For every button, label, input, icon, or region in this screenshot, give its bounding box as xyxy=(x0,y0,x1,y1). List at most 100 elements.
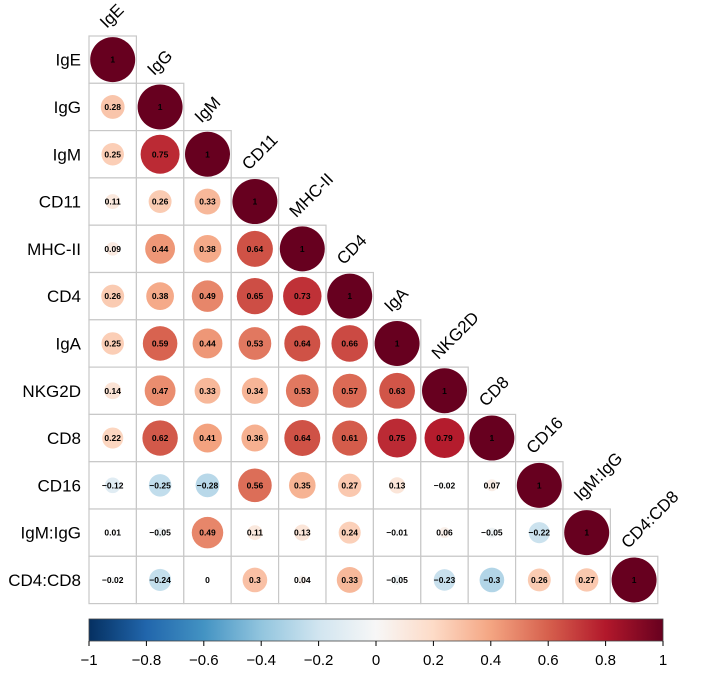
correlation-circle xyxy=(191,280,224,312)
correlation-value: 0.64 xyxy=(247,244,264,254)
colorbar-tick-label: 0.4 xyxy=(480,652,501,669)
correlation-circle xyxy=(438,527,451,539)
matrix-cell xyxy=(88,319,138,368)
correlation-value: 0.11 xyxy=(105,197,121,207)
correlation-circle xyxy=(422,368,467,414)
colorbar-tick-label: −0.2 xyxy=(304,652,334,669)
correlation-circle xyxy=(338,521,361,544)
correlation-value: 0.73 xyxy=(294,291,311,301)
correlation-value: 0.79 xyxy=(436,433,453,443)
correlation-value: −0.05 xyxy=(386,575,408,585)
column-label: IgM xyxy=(191,93,224,126)
correlation-value: 0.27 xyxy=(341,480,358,490)
column-label: IgA xyxy=(380,284,412,316)
correlation-value: 1 xyxy=(300,244,305,254)
correlation-circle xyxy=(236,230,273,267)
column-label: IgG xyxy=(143,46,176,79)
column-label: IgM:IgG xyxy=(570,449,626,505)
correlation-circle xyxy=(338,473,362,498)
correlation-circle xyxy=(284,325,321,362)
correlation-value: −0.23 xyxy=(434,575,456,585)
correlation-value: −0.22 xyxy=(529,528,551,538)
correlation-circle xyxy=(433,569,456,591)
correlation-value: 0.47 xyxy=(152,386,169,396)
correlation-circle xyxy=(140,134,180,174)
correlation-circle xyxy=(485,479,498,492)
column-label: CD4 xyxy=(333,231,370,268)
correlation-circle xyxy=(294,524,311,541)
correlation-circle xyxy=(479,567,505,593)
correlation-value: −0.01 xyxy=(386,528,408,538)
correlation-value: 0.49 xyxy=(199,528,216,538)
correlation-value: −0.05 xyxy=(481,528,503,538)
correlation-value: 0.22 xyxy=(104,433,121,443)
correlation-circle xyxy=(285,374,319,408)
correlation-circle xyxy=(144,375,176,407)
correlation-value: 0.62 xyxy=(152,433,169,443)
correlation-circle xyxy=(104,477,121,494)
correlation-circle xyxy=(100,95,125,119)
correlation-circle xyxy=(104,382,122,400)
correlation-circle xyxy=(388,477,406,494)
row-label: CD16 xyxy=(38,476,81,495)
correlation-value: 0.38 xyxy=(152,291,169,301)
correlation-value: 0.07 xyxy=(484,480,501,490)
colorbar-tick-label: 0.6 xyxy=(538,652,559,669)
column-label: IgE xyxy=(96,0,127,31)
correlation-value: 0.41 xyxy=(199,433,216,443)
correlation-value: 0.35 xyxy=(294,480,311,490)
correlation-circle xyxy=(148,190,172,214)
correlation-value: 0.04 xyxy=(294,575,311,585)
correlation-value: 0.34 xyxy=(247,386,264,396)
correlation-circle xyxy=(279,226,325,272)
correlation-value: 1 xyxy=(253,197,258,207)
colorbar-tick-label: 0.8 xyxy=(595,652,616,669)
row-label: CD8 xyxy=(47,429,81,448)
correlation-value: 0.75 xyxy=(389,433,406,443)
row-labels: IgE IgG IgM CD11 MHC-II CD4 IgA NKG2D CD8 CD16 IgM… xyxy=(8,51,81,590)
correlation-circle xyxy=(241,424,269,452)
correlation-circle xyxy=(247,525,263,541)
correlation-value: 0.63 xyxy=(389,386,406,396)
correlation-value: 1 xyxy=(584,528,589,538)
correlation-value: 1 xyxy=(347,291,352,301)
correlation-circle xyxy=(238,327,272,360)
correlation-circle xyxy=(110,530,115,535)
correlation-value: 0.25 xyxy=(104,149,121,159)
correlation-value: 0 xyxy=(205,575,210,585)
correlation-value: 1 xyxy=(490,433,495,443)
correlation-circle xyxy=(194,377,221,404)
correlation-circle xyxy=(575,568,599,592)
correlation-value: 0.66 xyxy=(341,338,358,348)
correlation-value: 1 xyxy=(158,102,163,112)
correlation-circle xyxy=(192,328,223,359)
correlation-circle xyxy=(238,468,272,503)
row-label: IgE xyxy=(55,51,81,70)
correlation-value: 0.64 xyxy=(294,338,311,348)
correlation-circle xyxy=(611,557,657,603)
correlation-circle xyxy=(441,482,448,489)
correlation-value: 0.13 xyxy=(389,480,406,490)
row-label: CD4 xyxy=(47,287,81,306)
correlation-circle xyxy=(191,516,224,549)
correlation-circle xyxy=(528,522,550,544)
column-label: NKG2D xyxy=(428,308,483,363)
correlation-value: 0.44 xyxy=(152,244,169,254)
correlation-value: 0.33 xyxy=(199,386,216,396)
correlation-value: 0.61 xyxy=(341,433,358,443)
colorbar-tick-label: 1 xyxy=(659,652,667,669)
correlation-value: 1 xyxy=(442,386,447,396)
correlation-circle xyxy=(284,420,321,457)
correlation-circle xyxy=(374,320,420,366)
correlation-value: 0.13 xyxy=(294,528,311,538)
correlation-circle xyxy=(327,273,373,319)
correlation-circle xyxy=(101,143,124,166)
row-label: IgG xyxy=(54,98,81,117)
correlation-circle xyxy=(486,527,497,538)
correlation-circle xyxy=(332,420,368,456)
correlation-value: 0.26 xyxy=(104,291,121,301)
column-label: CD8 xyxy=(475,373,512,410)
correlation-value: 0.56 xyxy=(247,480,264,490)
correlation-circle xyxy=(193,423,222,453)
